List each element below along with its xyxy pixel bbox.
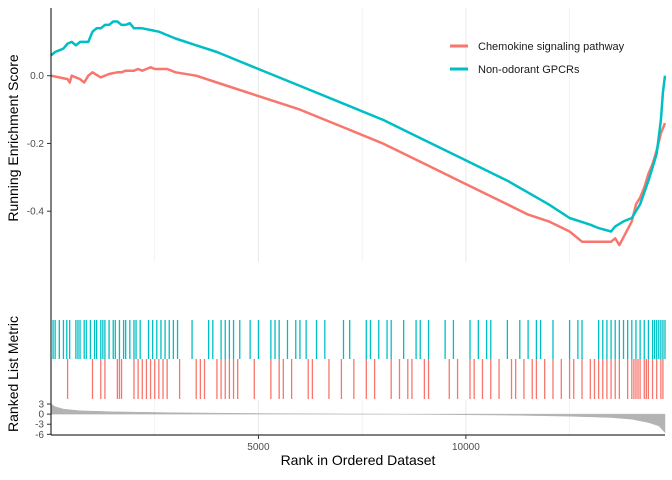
metric-y-tick-label: 0 [38,410,44,421]
gpcr-running-score-line [50,20,667,233]
gene-hit-rugs [52,320,666,399]
legend-label-gpcr: Non-odorant GPCRs [478,64,580,76]
x-tick-label: 5000 [247,442,270,453]
metric-y-tick-label: -6 [35,430,44,441]
metric-y-tick-label: 3 [38,400,44,411]
running-score-y-title: Running Enrichment Score [5,54,21,222]
metric-y-title: Ranked List Metric [5,316,21,432]
running-score-y-tick-label: 0.0 [30,71,44,82]
metric-gridlines [154,400,570,435]
legend-label-chemokine: Chemokine signaling pathway [478,41,625,53]
running-score-y-ticks: 0.0 -0.2 -0.4 [27,71,51,218]
ranked-metric-area [50,403,666,434]
x-tick-label: 10000 [452,442,480,453]
running-score-lines [50,20,667,247]
metric-y-tick-label: -3 [35,420,44,431]
metric-y-ticks: 30-3-6 [35,400,51,441]
x-axis-title: Rank in Ordered Dataset [281,452,436,468]
running-score-y-tick-label: -0.4 [27,207,45,218]
running-score-y-tick-label: -0.2 [27,139,45,150]
ranked-metric-fill [50,403,666,434]
legend: Chemokine signaling pathway Non-odorant … [450,41,625,76]
x-ticks: 5000 10000 [247,435,480,453]
